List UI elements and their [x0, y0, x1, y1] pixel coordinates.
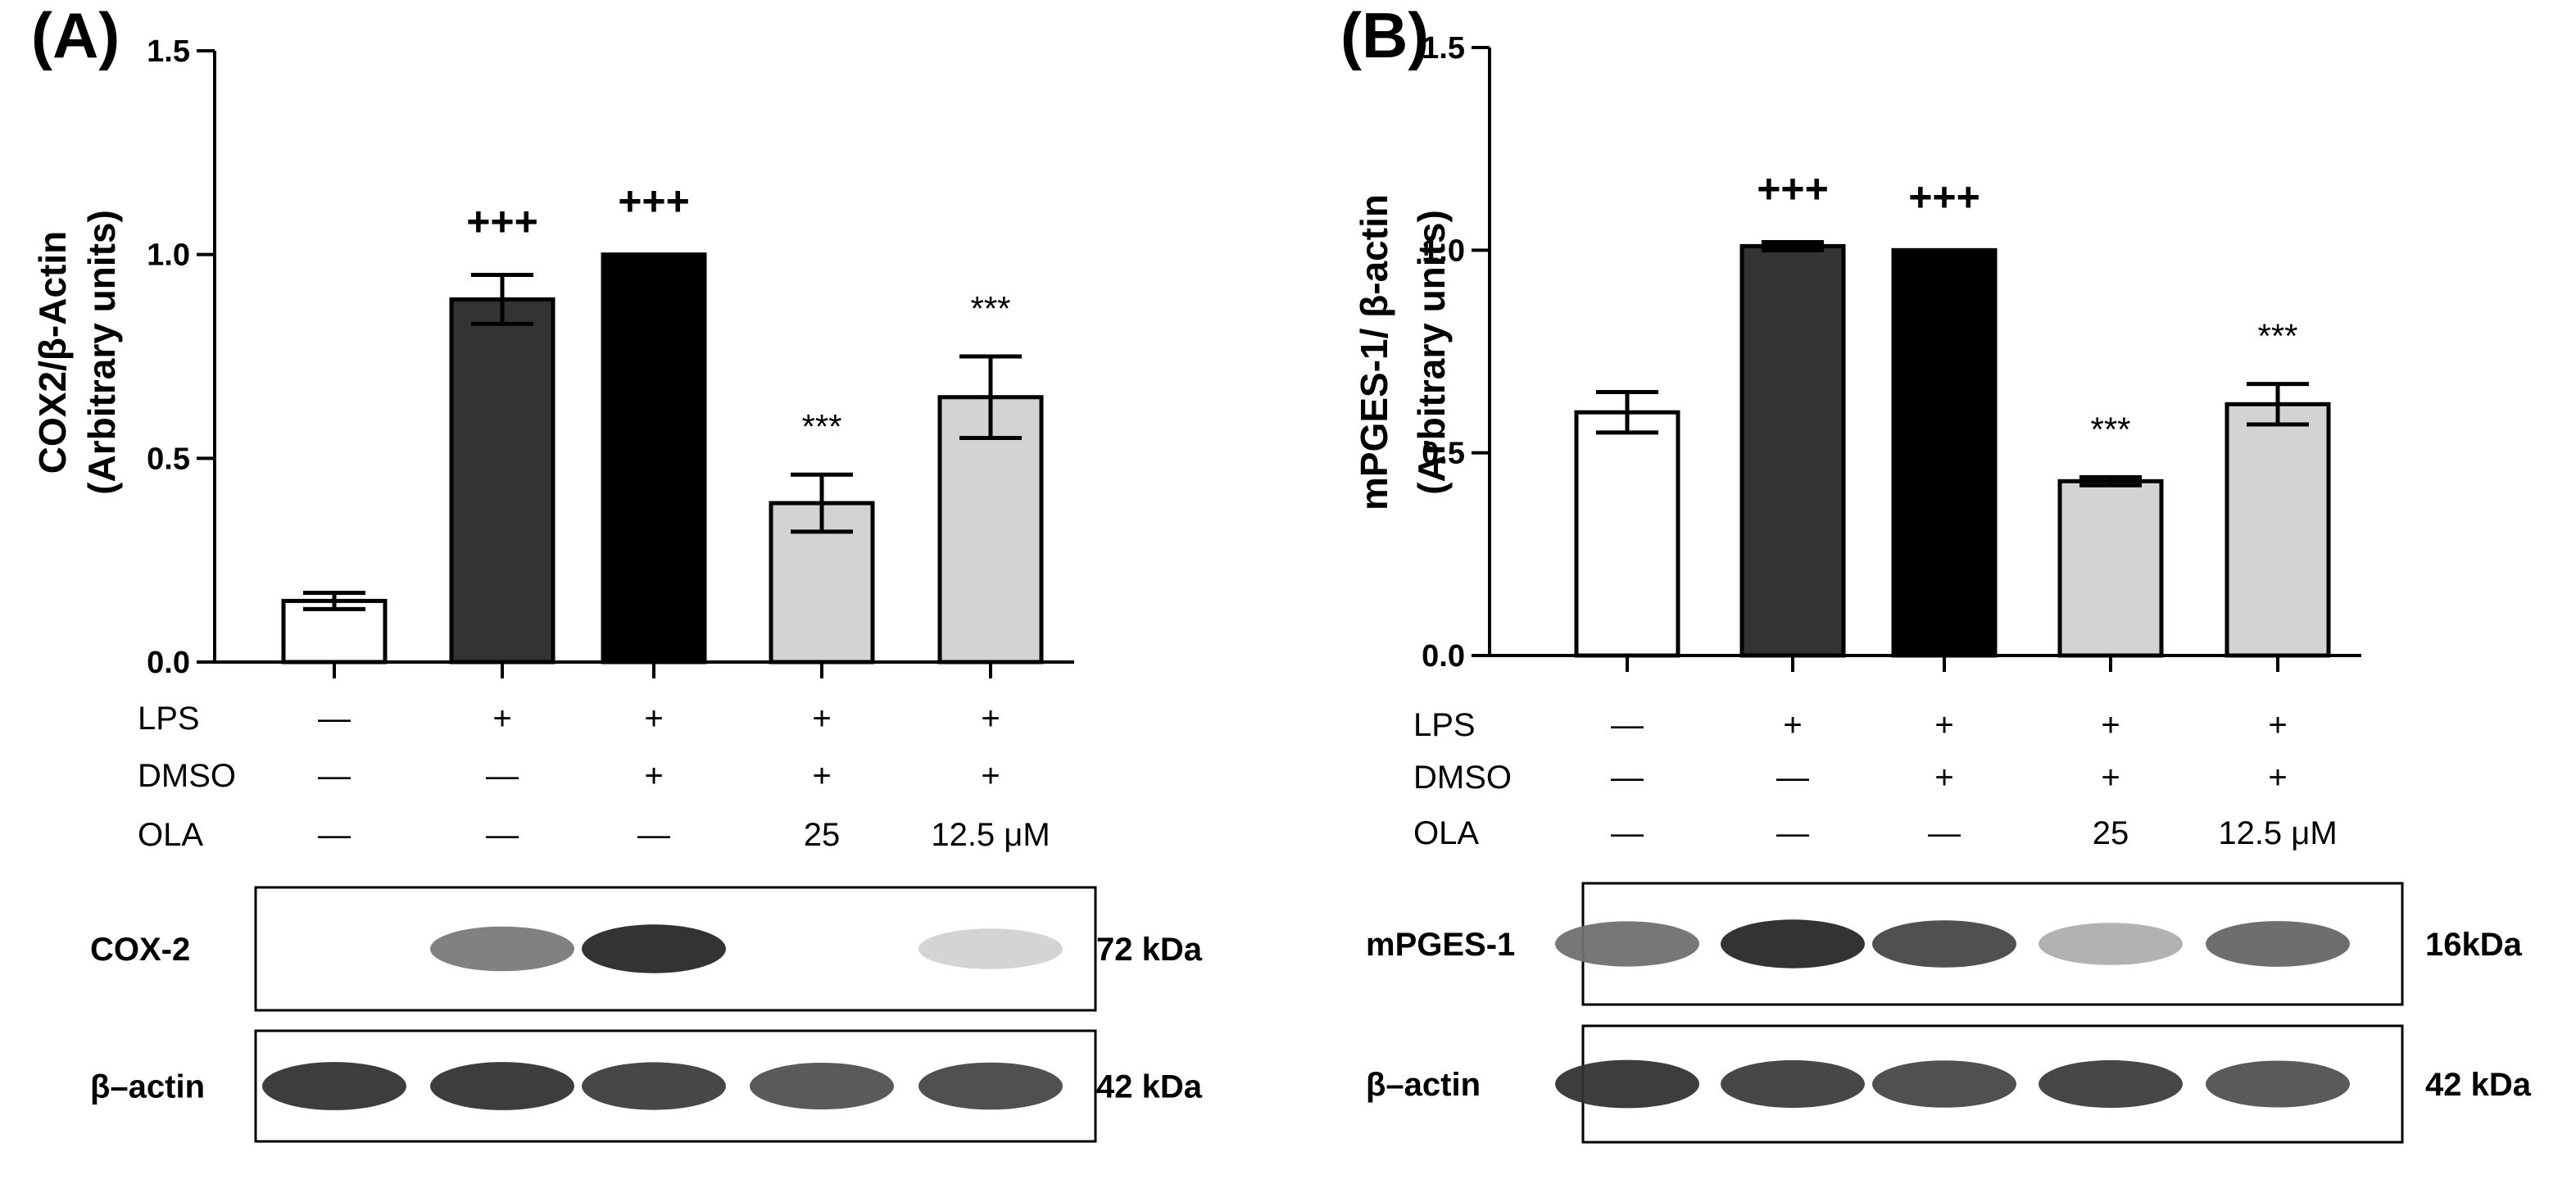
significance-mark: +++	[466, 199, 538, 245]
treatment-cell: +	[1783, 707, 1802, 743]
treatment-cell: —	[318, 817, 351, 853]
treatment-cell: —	[486, 817, 519, 853]
treatment-row-label: LPS	[138, 701, 200, 737]
blot-label: β–actin	[90, 1069, 205, 1105]
blot-band	[2039, 923, 2183, 965]
significance-mark: +++	[618, 179, 690, 225]
blot-band	[262, 1062, 406, 1110]
blot-kda: 42 kDa	[1096, 1069, 1203, 1105]
treatment-cell: +	[2268, 707, 2287, 743]
bar	[449, 297, 556, 665]
blot-band	[1555, 921, 1699, 967]
blot-band	[918, 928, 1063, 969]
treatment-cell: +	[812, 701, 831, 737]
significance-mark: +++	[1757, 166, 1829, 211]
treatment-cell: 12.5 μM	[931, 817, 1050, 853]
bar	[1891, 247, 1998, 658]
y-tick-label: 0.5	[1422, 437, 1465, 471]
significance-mark: ***	[801, 407, 841, 446]
treatment-row-label: OLA	[138, 817, 203, 853]
blot-kda: 72 kDa	[1096, 932, 1203, 968]
y-tick-label: 1.5	[1422, 31, 1465, 66]
blot-band	[430, 1062, 574, 1110]
blot-band	[1721, 919, 1865, 969]
treatment-cell: —	[1776, 815, 1809, 851]
y-axis-label: mPGES-1/ β-actin	[1353, 194, 1395, 510]
treatment-cell: +	[1934, 707, 1953, 743]
treatment-cell: +	[812, 758, 831, 794]
y-tick-label: 1.0	[1422, 234, 1465, 268]
blot-band	[1555, 1059, 1699, 1109]
treatment-cell: —	[318, 758, 351, 794]
treatment-cell: 12.5 μM	[2218, 815, 2337, 851]
y-axis-label-units: (Arbitrary units)	[1410, 210, 1453, 495]
chart-panel-b: (B) mPGES-1/ β-actin (Arbitrary units) 0.0 0…	[1340, 0, 2532, 1144]
treatment-cell: +	[981, 758, 1000, 794]
treatment-cell: +	[644, 758, 663, 794]
treatment-cell: 25	[2093, 815, 2129, 851]
blot-band	[1721, 1059, 1865, 1109]
treatment-cell: —	[486, 758, 519, 794]
treatment-cell: +	[2268, 760, 2287, 796]
treatment-row-label: OLA	[1413, 815, 1479, 851]
y-axis-label-units: (Arbitrary units)	[80, 210, 123, 495]
bar	[1574, 410, 1680, 658]
treatment-cell: —	[318, 701, 351, 737]
blot-band	[1872, 1060, 2016, 1108]
blot-band	[582, 924, 726, 973]
bar	[2225, 401, 2331, 658]
blot-band	[2206, 1060, 2350, 1108]
treatment-row-label: DMSO	[138, 758, 236, 794]
treatment-cell: —	[637, 817, 670, 853]
blot-band	[750, 1063, 894, 1109]
blot-band	[430, 926, 574, 972]
y-tick-label: 0.0	[1422, 639, 1465, 674]
treatment-row-label: LPS	[1413, 707, 1476, 743]
blot-band	[918, 1062, 1063, 1110]
blot-kda: 42 kDa	[2425, 1067, 2532, 1103]
blot-band	[1872, 920, 2016, 968]
y-tick-label: 1.5	[147, 34, 190, 69]
treatment-cell: 25	[804, 817, 841, 853]
blot-band	[582, 1062, 726, 1110]
y-tick-label: 0.5	[147, 442, 190, 476]
treatment-cell: —	[1611, 707, 1644, 743]
treatment-cell: +	[2101, 760, 2120, 796]
y-tick-label: 1.0	[147, 238, 190, 273]
blot-kda: 16kDa	[2425, 927, 2523, 963]
treatment-cell: —	[1776, 760, 1809, 796]
bar	[601, 252, 707, 665]
significance-mark: +++	[1908, 174, 1980, 220]
treatment-cell: +	[644, 701, 663, 737]
bar	[937, 395, 1044, 665]
chart-panel-a: (A) COX2/β-Actin (Arbitrary units) 0.0 0.5 1.…	[31, 0, 1203, 1143]
blot-band	[2039, 1059, 2183, 1109]
y-tick-label: 0.0	[147, 646, 190, 680]
significance-mark: ***	[2257, 317, 2297, 356]
treatment-cell: +	[981, 701, 1000, 737]
blot-label: β–actin	[1366, 1067, 1481, 1103]
treatment-row-label: DMSO	[1413, 760, 1512, 796]
bar	[1739, 243, 1846, 658]
treatment-cell: —	[1611, 815, 1644, 851]
bar	[2057, 479, 2164, 658]
blot-band	[2206, 921, 2350, 967]
y-axis-label: COX2/β-Actin	[31, 231, 74, 474]
treatment-cell: +	[2101, 707, 2120, 743]
treatment-cell: —	[1928, 815, 1961, 851]
treatment-cell: +	[1934, 760, 1953, 796]
panel-label: (A)	[31, 0, 120, 71]
significance-mark: ***	[970, 289, 1010, 328]
blot-label: mPGES-1	[1366, 927, 1515, 963]
panel-label: (B)	[1340, 0, 1429, 71]
significance-mark: ***	[2090, 410, 2130, 448]
blot-label: COX-2	[90, 932, 190, 968]
treatment-cell: —	[1611, 760, 1644, 796]
treatment-cell: +	[492, 701, 511, 737]
